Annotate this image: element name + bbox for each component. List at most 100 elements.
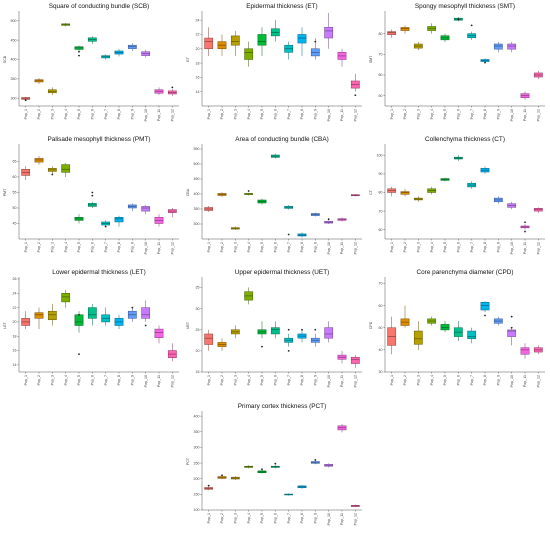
y-tick-label: 35 bbox=[196, 286, 200, 290]
panel-uet: Upper epidermal thickness (UET) UET 15 20 25… bbox=[186, 266, 364, 394]
y-tick-label: 60 bbox=[13, 175, 17, 179]
box-pop-4 bbox=[61, 23, 71, 27]
chart-ct: Collenchyma thickness (CT) CT 60 70 80 90 100 P… bbox=[369, 136, 545, 254]
box-pop-8 bbox=[480, 58, 490, 63]
x-tick-label: Pop_4 bbox=[247, 513, 251, 523]
y-tick-label: 400 bbox=[194, 414, 200, 418]
box-pop-7 bbox=[467, 327, 477, 344]
box-pop-9 bbox=[127, 203, 137, 212]
y-axis-label: CT bbox=[369, 189, 373, 195]
x-tick-label: Pop_11 bbox=[340, 375, 344, 387]
box-pop-4 bbox=[244, 465, 254, 469]
box-iqr bbox=[204, 333, 214, 345]
x-tick-label: Pop_5 bbox=[77, 242, 81, 252]
chart-title: Palisade mesophyll thickness (PMT) bbox=[48, 136, 151, 143]
box-pop-12 bbox=[533, 207, 543, 213]
box-iqr bbox=[324, 327, 334, 339]
panel-let: Lower epidermal thickness (LET) LET 14 16 18… bbox=[3, 266, 181, 394]
box-pop-3 bbox=[413, 196, 423, 202]
chart-cba: Area of conducting bundle (CBA) CBA 300 350… bbox=[186, 136, 362, 254]
y-tick-label: 350 bbox=[194, 207, 200, 211]
y-tick-label: 50 bbox=[13, 206, 17, 210]
chart-title: Upper epidermal thickness (UET) bbox=[235, 269, 329, 276]
box-iqr bbox=[154, 328, 164, 338]
y-axis-label: LET bbox=[3, 321, 7, 328]
x-tick-label: Pop_5 bbox=[77, 109, 81, 119]
box-iqr bbox=[61, 293, 71, 303]
x-tick-label: Pop_7 bbox=[470, 242, 474, 252]
box-pop-2 bbox=[34, 78, 44, 84]
box-iqr bbox=[257, 34, 267, 46]
box-iqr bbox=[87, 307, 97, 319]
x-tick-label: Pop_7 bbox=[104, 109, 108, 119]
box-pop-5 bbox=[257, 321, 267, 339]
box-pop-11 bbox=[337, 48, 347, 67]
outlier-point bbox=[78, 54, 80, 57]
outlier-point bbox=[131, 306, 134, 309]
x-tick-label: Pop_11 bbox=[157, 242, 161, 254]
x-tick-label: Pop_1 bbox=[24, 109, 28, 119]
panel-scb: Square of conducting bundle (SCB) SCB 300 3… bbox=[3, 0, 181, 128]
box-pop-9 bbox=[493, 196, 503, 204]
x-tick-label: Pop_1 bbox=[207, 242, 211, 252]
box-iqr bbox=[413, 330, 423, 345]
outlier-point bbox=[354, 94, 357, 97]
y-tick-label: 26 bbox=[13, 277, 17, 281]
x-tick-label: Pop_9 bbox=[497, 242, 501, 252]
x-tick-label: Pop_7 bbox=[104, 242, 108, 252]
y-tick-label: 30 bbox=[196, 307, 200, 311]
box-pop-12 bbox=[533, 70, 543, 80]
outlier-point bbox=[327, 218, 330, 221]
box-pop-11 bbox=[154, 325, 164, 344]
box-pop-12 bbox=[533, 345, 543, 355]
y-tick-label: 25 bbox=[196, 328, 200, 332]
x-tick-label: Pop_10 bbox=[144, 375, 148, 387]
box-pop-6 bbox=[453, 321, 463, 341]
box-pop-7 bbox=[284, 333, 294, 347]
x-tick-label: Pop_6 bbox=[457, 375, 461, 385]
box-pop-10 bbox=[141, 49, 151, 58]
x-tick-label: Pop_1 bbox=[207, 375, 211, 385]
chart-title: Collenchyma thickness (CT) bbox=[425, 136, 505, 143]
box-iqr bbox=[270, 327, 280, 335]
x-tick-label: Pop_3 bbox=[417, 375, 421, 385]
y-tick-label: 450 bbox=[11, 38, 17, 42]
box-pop-2 bbox=[400, 188, 410, 197]
y-tick-label: 24 bbox=[13, 292, 17, 296]
box-pop-12 bbox=[350, 73, 360, 92]
x-tick-label: Pop_9 bbox=[131, 242, 135, 252]
outlier-point bbox=[171, 86, 174, 89]
y-tick-label: 45 bbox=[13, 222, 17, 226]
panel-cpd: Core parenchyma diameter (CPD) CPD 30 40 50 6… bbox=[369, 266, 547, 394]
box-pop-3 bbox=[230, 30, 240, 56]
y-tick-label: 200 bbox=[194, 477, 200, 481]
x-tick-label: Pop_10 bbox=[510, 375, 514, 387]
x-tick-label: Pop_3 bbox=[417, 242, 421, 252]
outlier-point bbox=[261, 468, 263, 471]
panel-cba: Area of conducting bundle (CBA) CBA 300 350… bbox=[186, 133, 364, 261]
box-pop-10 bbox=[324, 321, 334, 343]
box-pop-1 bbox=[21, 311, 31, 330]
x-tick-label: Pop_12 bbox=[171, 375, 175, 387]
box-pop-3 bbox=[230, 325, 240, 339]
y-axis-label: PMT bbox=[3, 188, 7, 196]
box-pop-10 bbox=[141, 300, 151, 322]
x-tick-label: Pop_1 bbox=[207, 513, 211, 523]
x-tick-label: Pop_5 bbox=[260, 375, 264, 385]
y-tick-label: 300 bbox=[194, 446, 200, 450]
panel-et: Epidermal thickness (ET) ET 14 16 18 20 22 24 Po… bbox=[186, 0, 364, 128]
box-pop-11 bbox=[520, 343, 530, 359]
box-pop-10 bbox=[507, 327, 517, 346]
y-axis-label: SMT bbox=[369, 55, 373, 63]
outlier-point bbox=[524, 230, 526, 233]
outlier-point bbox=[91, 194, 94, 197]
x-tick-label: Pop_7 bbox=[104, 375, 108, 385]
outlier-point bbox=[287, 328, 290, 331]
x-tick-label: Pop_3 bbox=[234, 513, 238, 523]
box-pop-1 bbox=[387, 316, 397, 355]
box-pop-5 bbox=[257, 27, 267, 56]
box-pop-12 bbox=[167, 88, 177, 96]
box-pop-4 bbox=[244, 41, 254, 67]
x-tick-label: Pop_1 bbox=[207, 109, 211, 119]
chart-title: Spongy mesophyll thickness (SMT) bbox=[415, 3, 515, 10]
